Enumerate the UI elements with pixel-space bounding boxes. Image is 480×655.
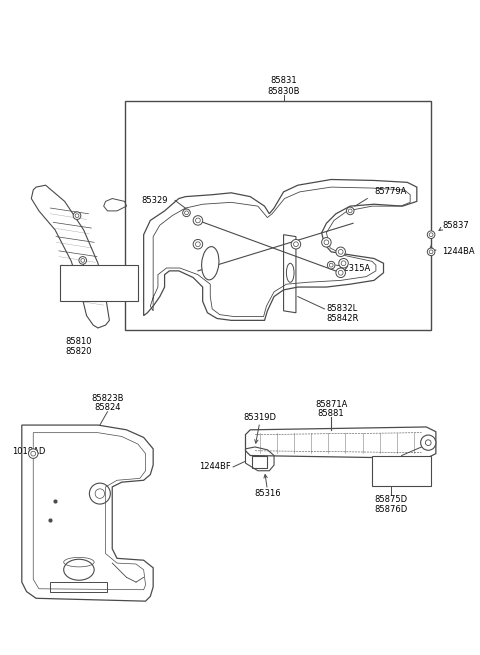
Circle shape xyxy=(420,435,436,450)
Circle shape xyxy=(195,242,200,246)
Text: 85837: 85837 xyxy=(443,221,469,230)
Text: 85329: 85329 xyxy=(141,196,168,205)
Text: 85839: 85839 xyxy=(85,275,112,284)
Circle shape xyxy=(193,240,203,249)
Circle shape xyxy=(73,212,81,219)
Circle shape xyxy=(336,247,346,257)
Text: 85858C: 85858C xyxy=(385,472,418,481)
Text: 85779A: 85779A xyxy=(374,187,407,196)
Text: 85881: 85881 xyxy=(318,409,345,418)
Circle shape xyxy=(185,211,188,215)
Circle shape xyxy=(75,214,79,217)
Circle shape xyxy=(429,250,433,253)
Text: 85820: 85820 xyxy=(66,347,92,356)
Circle shape xyxy=(429,233,433,236)
Circle shape xyxy=(339,259,348,268)
Circle shape xyxy=(338,271,343,275)
Circle shape xyxy=(193,215,203,225)
Bar xyxy=(60,265,138,301)
Circle shape xyxy=(324,240,329,245)
Bar xyxy=(252,457,267,468)
Circle shape xyxy=(291,240,300,249)
Text: 85842R: 85842R xyxy=(326,314,359,323)
Circle shape xyxy=(28,449,38,458)
Text: 85858C: 85858C xyxy=(83,288,115,296)
Circle shape xyxy=(183,209,190,217)
Text: 1244BA: 1244BA xyxy=(443,248,475,256)
Bar xyxy=(50,582,108,591)
Text: 85823B: 85823B xyxy=(91,394,124,403)
Circle shape xyxy=(427,231,435,238)
Bar xyxy=(125,102,431,330)
Text: 1018AD: 1018AD xyxy=(12,447,46,457)
Circle shape xyxy=(79,257,86,264)
Text: 85824: 85824 xyxy=(94,403,121,413)
Circle shape xyxy=(81,259,84,262)
Text: 85319D: 85319D xyxy=(243,413,276,422)
Circle shape xyxy=(31,451,36,456)
Text: 85875D: 85875D xyxy=(374,495,408,504)
Text: 85831: 85831 xyxy=(270,76,297,85)
Circle shape xyxy=(329,263,333,267)
Circle shape xyxy=(347,207,354,215)
Circle shape xyxy=(338,250,343,254)
Text: 85839: 85839 xyxy=(388,462,415,470)
Circle shape xyxy=(195,218,200,223)
Text: 82315A: 82315A xyxy=(339,263,371,272)
Circle shape xyxy=(322,238,331,247)
Text: 85810: 85810 xyxy=(66,337,92,346)
Circle shape xyxy=(336,268,346,278)
Circle shape xyxy=(294,242,299,246)
Circle shape xyxy=(341,261,346,266)
Text: 85871A: 85871A xyxy=(315,400,348,409)
Circle shape xyxy=(348,209,352,213)
Text: 85830B: 85830B xyxy=(267,87,300,96)
Text: 1244BF: 1244BF xyxy=(200,462,231,472)
Text: 85876D: 85876D xyxy=(374,505,408,514)
Text: 85832L: 85832L xyxy=(326,305,358,314)
Ellipse shape xyxy=(202,247,219,280)
Text: 85316: 85316 xyxy=(254,489,281,498)
Bar xyxy=(372,455,431,486)
Circle shape xyxy=(327,261,335,269)
Circle shape xyxy=(427,248,435,255)
